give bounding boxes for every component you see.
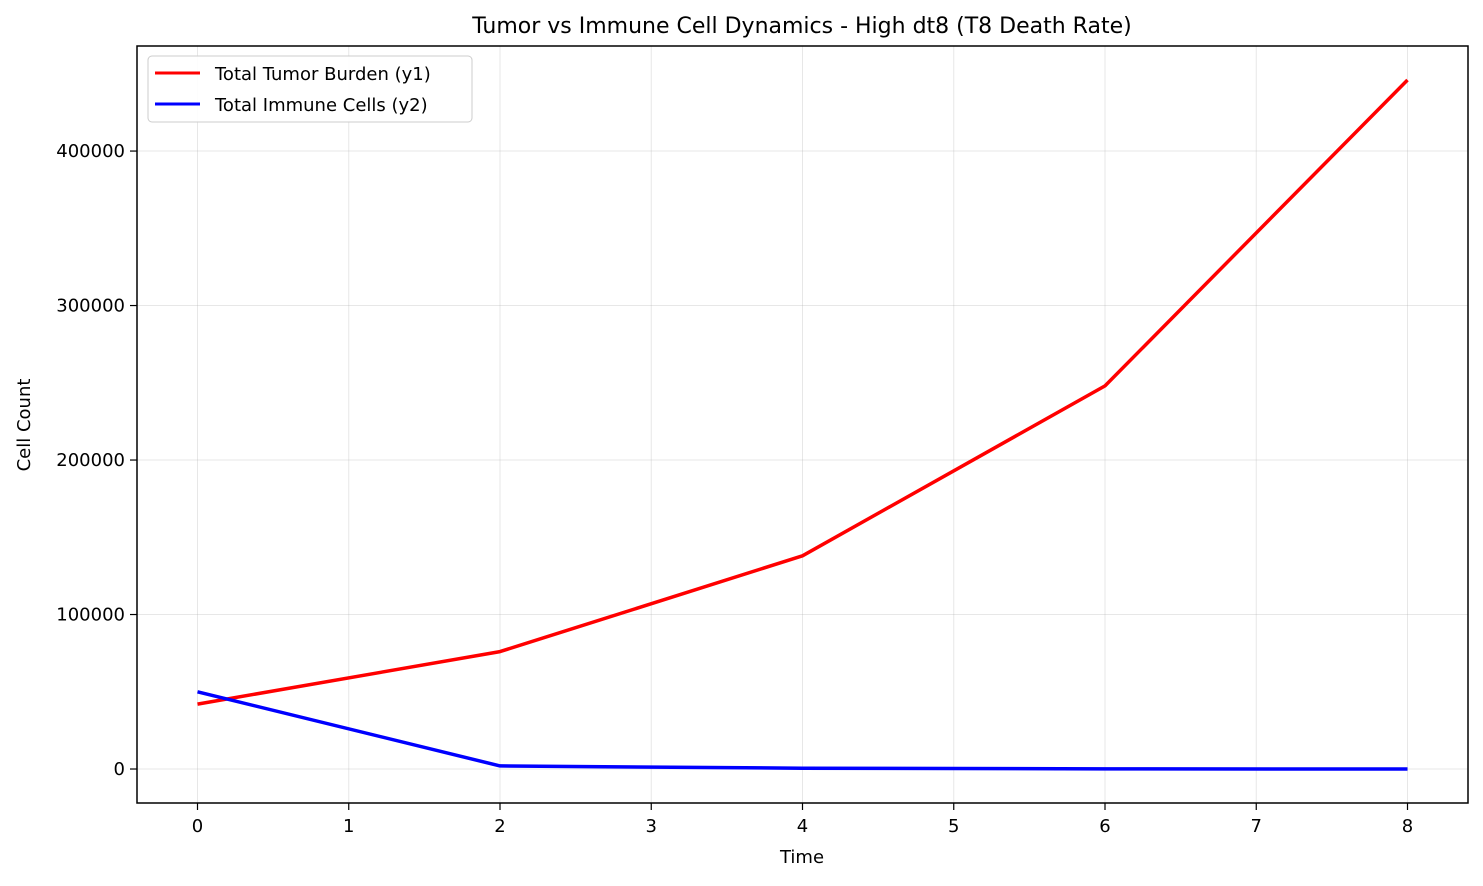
- x-tick-label: 4: [797, 816, 808, 837]
- immune-cells-line: [197, 690, 1408, 771]
- x-axis-ticks: 0 1 2 3 4 5 6 7 8: [192, 803, 1413, 837]
- y-tick-label: 200000: [56, 450, 125, 471]
- data-series: [197, 78, 1409, 771]
- x-tick-label: 6: [1099, 816, 1110, 837]
- chart-title: Tumor vs Immune Cell Dynamics - High dt8…: [471, 14, 1131, 39]
- legend-box: [147, 55, 473, 123]
- x-tick-label: 1: [343, 816, 354, 837]
- x-axis-label: Time: [779, 847, 824, 868]
- legend-label-tumor: Total Tumor Burden (y1): [214, 64, 431, 85]
- chart-legend: Total Tumor Burden (y1) Total Immune Cel…: [147, 55, 473, 123]
- x-tick-label: 2: [494, 816, 505, 837]
- x-tick-label: 0: [192, 816, 203, 837]
- y-tick-label: 300000: [56, 296, 125, 317]
- x-tick-label: 3: [646, 816, 657, 837]
- tumor-burden-line: [197, 78, 1409, 706]
- y-tick-label: 400000: [56, 141, 125, 162]
- y-axis-ticks: 0 100000 200000 300000 400000: [56, 141, 137, 780]
- x-tick-label: 5: [948, 816, 959, 837]
- y-tick-label: 100000: [56, 605, 125, 626]
- x-tick-label: 8: [1402, 816, 1413, 837]
- y-tick-label: 0: [114, 759, 125, 780]
- legend-label-immune: Total Immune Cells (y2): [214, 95, 428, 116]
- y-axis-label: Cell Count: [14, 379, 35, 472]
- x-tick-label: 7: [1251, 816, 1262, 837]
